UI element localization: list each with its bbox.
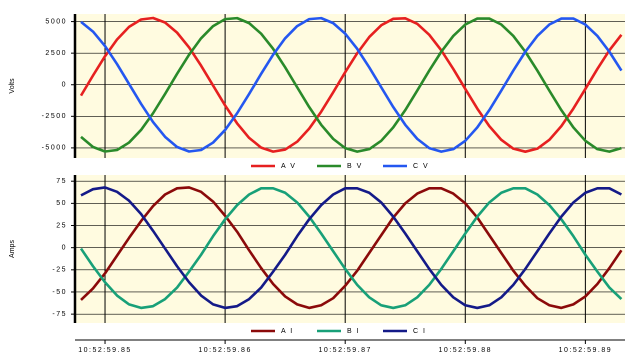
series-line	[79, 186, 623, 310]
y-axis-title: Volts	[9, 78, 16, 94]
legend-label: C I	[413, 328, 426, 335]
x-tick-label: 10:52:59.89	[559, 347, 612, 354]
y-tick-label: 50	[56, 200, 67, 207]
legend-label: A I	[281, 328, 294, 335]
x-tick-label: 10:52:59.85	[78, 347, 131, 354]
legend-label: B I	[347, 328, 360, 335]
y-tick-label: -75	[52, 311, 67, 318]
y-tick-label: -2500	[42, 113, 67, 120]
y-tick-label: 2500	[45, 50, 67, 57]
y-tick-label: -50	[52, 289, 67, 296]
series-line	[80, 186, 622, 310]
series-line	[80, 16, 622, 153]
y-tick-label: -25	[52, 267, 67, 274]
x-tick-label: 10:52:59.87	[318, 347, 371, 354]
x-tick-label: 10:52:59.86	[198, 347, 251, 354]
y-axis-title: Amps	[9, 240, 16, 258]
y-tick-label: 25	[56, 222, 67, 229]
series-line	[79, 16, 623, 153]
legend-label: A V	[281, 163, 296, 170]
plot-background	[75, 14, 625, 158]
legend-label: B V	[347, 163, 363, 170]
y-tick-label: 5000	[45, 18, 67, 25]
series-line	[80, 16, 623, 153]
y-tick-label: -5000	[42, 145, 67, 152]
legend-label: C V	[413, 163, 429, 170]
y-tick-label: 75	[56, 178, 67, 185]
x-tick-label: 10:52:59.88	[439, 347, 492, 354]
y-tick-label: 0	[62, 245, 67, 252]
y-tick-label: 0	[62, 82, 67, 89]
